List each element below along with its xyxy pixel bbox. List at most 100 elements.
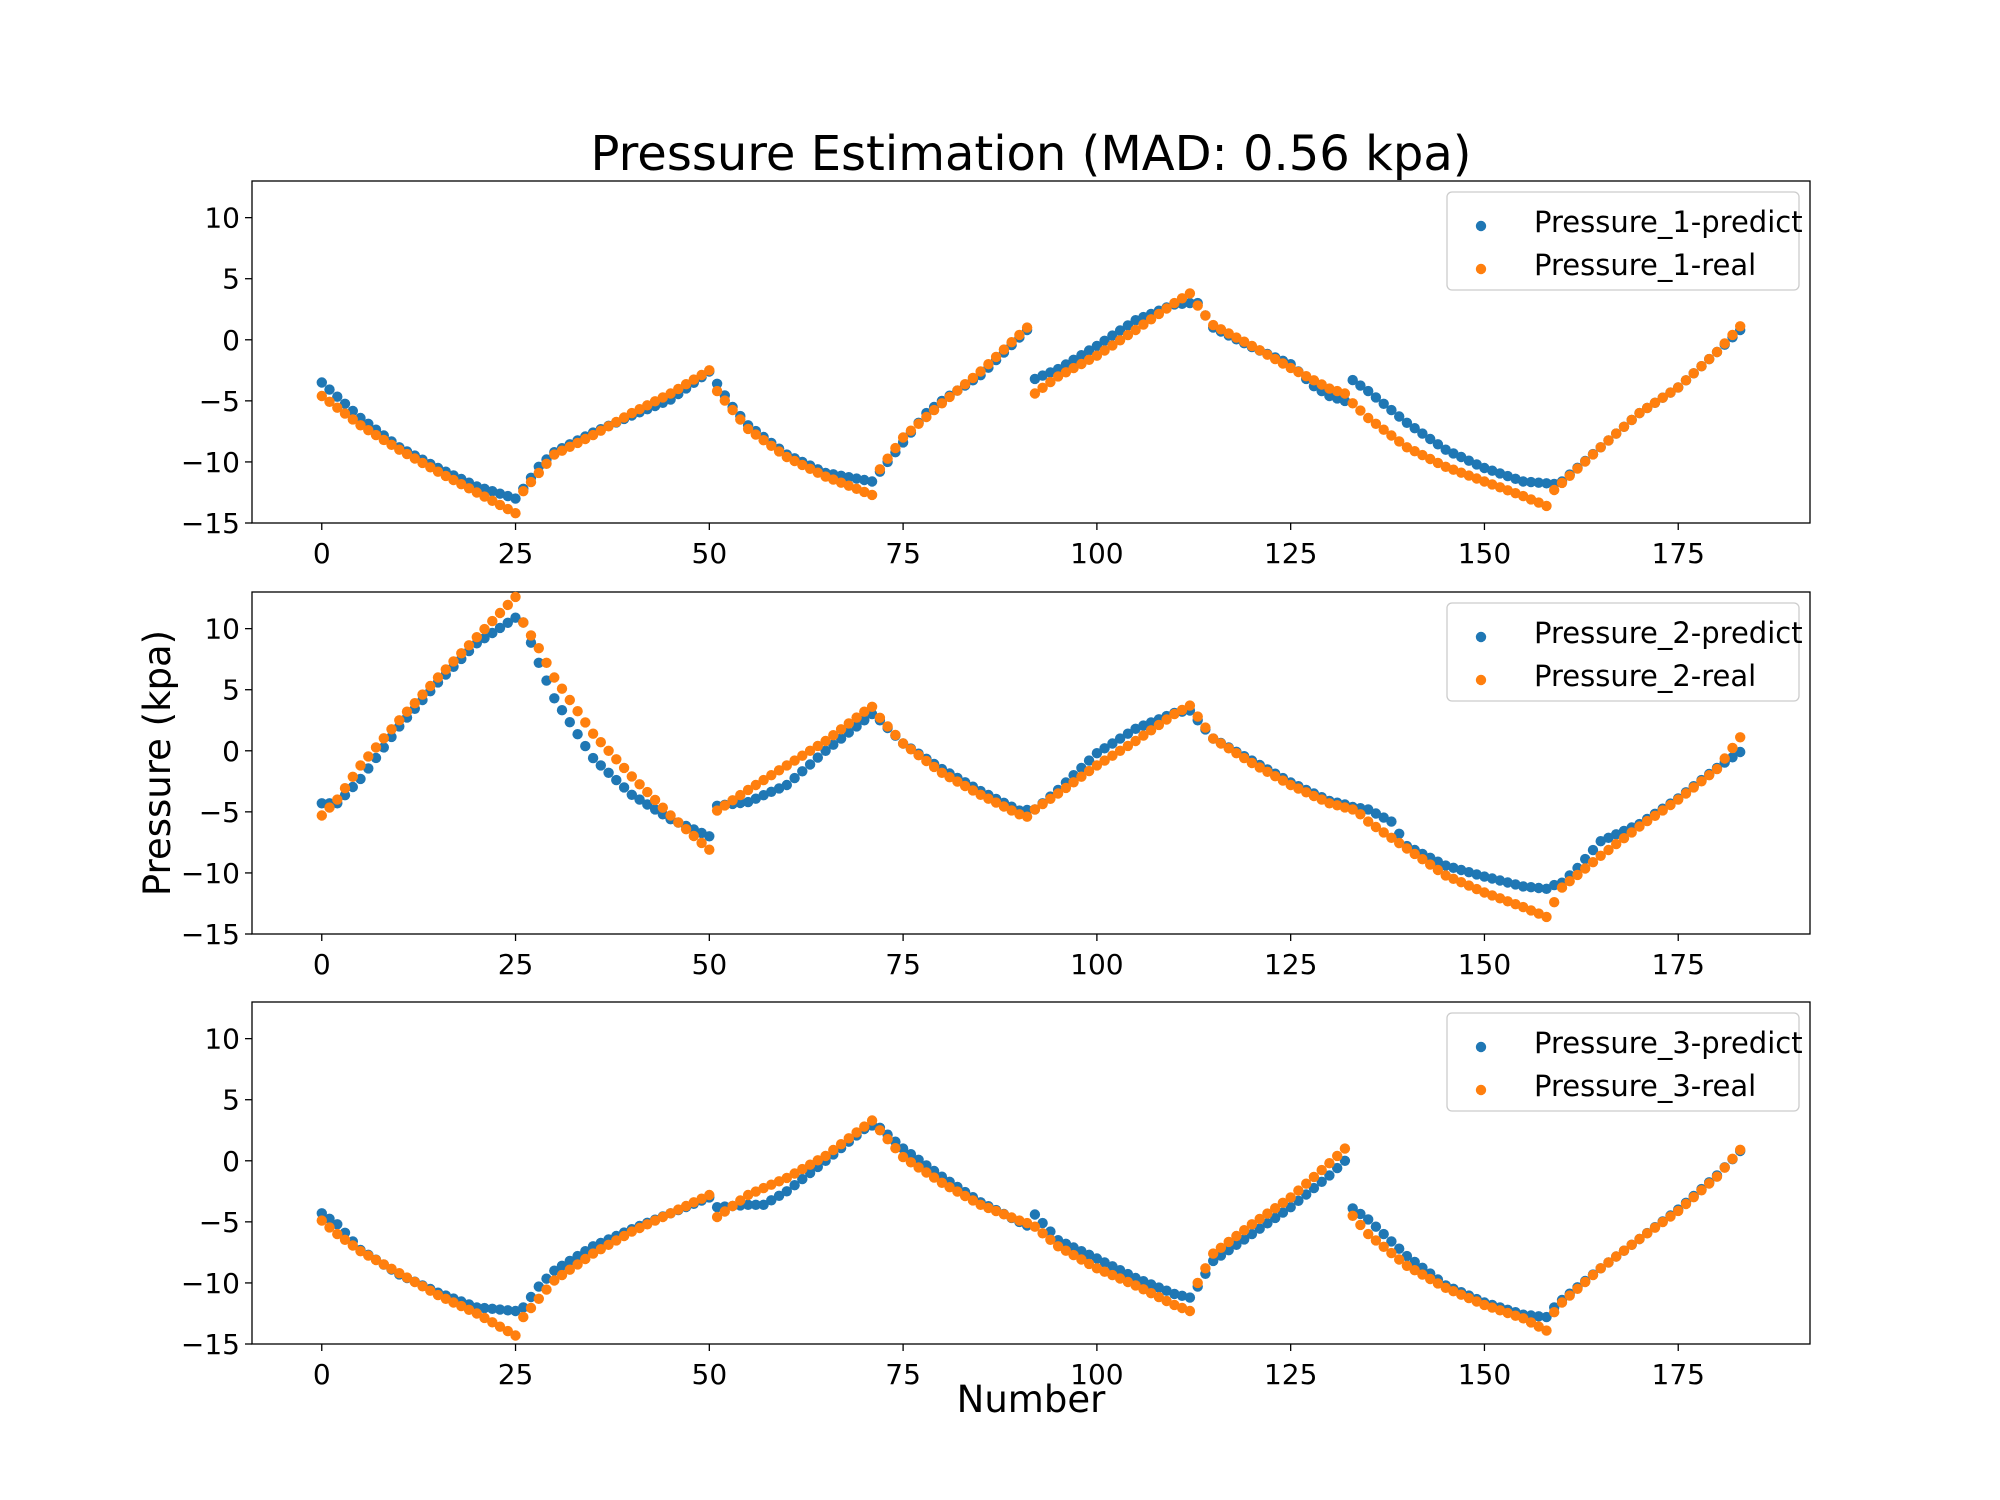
data-point bbox=[1432, 864, 1444, 876]
data-point bbox=[1487, 1302, 1498, 1313]
data-point bbox=[859, 706, 870, 717]
data-point bbox=[1580, 853, 1591, 865]
data-point bbox=[1502, 896, 1513, 907]
data-point bbox=[1719, 338, 1730, 349]
data-point bbox=[1339, 802, 1351, 813]
data-point bbox=[494, 1321, 506, 1332]
data-point bbox=[859, 474, 870, 486]
data-point bbox=[541, 458, 552, 469]
data-point bbox=[618, 762, 630, 774]
data-point bbox=[1184, 288, 1196, 299]
data-point bbox=[1192, 300, 1203, 311]
data-point bbox=[928, 1172, 940, 1183]
data-point bbox=[1184, 700, 1196, 711]
data-point bbox=[1580, 863, 1591, 874]
axes-frame bbox=[251, 591, 1811, 935]
data-point bbox=[1704, 1178, 1715, 1189]
data-point bbox=[649, 396, 661, 407]
data-point bbox=[1386, 1236, 1397, 1247]
data-point bbox=[1301, 1189, 1312, 1200]
data-point bbox=[471, 1308, 482, 1319]
data-point bbox=[866, 1115, 878, 1126]
data-point bbox=[1425, 433, 1436, 445]
data-point bbox=[1145, 1288, 1157, 1299]
data-point bbox=[587, 1248, 599, 1259]
y-tick-label: −10 bbox=[181, 1267, 240, 1300]
data-point bbox=[781, 760, 792, 771]
data-point bbox=[1394, 436, 1405, 447]
data-point bbox=[1037, 1228, 1048, 1239]
data-point bbox=[324, 396, 335, 407]
data-point bbox=[1045, 793, 1056, 804]
data-point bbox=[1549, 897, 1560, 908]
data-point bbox=[1541, 478, 1552, 489]
data-point bbox=[1122, 320, 1134, 331]
data-point bbox=[773, 765, 785, 776]
y-tick-label: −15 bbox=[181, 1328, 240, 1361]
legend-marker bbox=[1475, 674, 1487, 686]
data-point bbox=[843, 1133, 854, 1144]
data-point bbox=[479, 491, 490, 502]
data-point bbox=[804, 1159, 816, 1170]
data-point bbox=[440, 1293, 451, 1305]
data-point bbox=[1246, 757, 1258, 769]
data-point bbox=[510, 591, 521, 603]
data-point bbox=[1308, 1182, 1320, 1194]
data-point bbox=[812, 740, 823, 752]
data-point bbox=[1409, 1265, 1420, 1276]
data-point bbox=[874, 1125, 886, 1136]
data-point bbox=[1448, 862, 1459, 873]
data-point bbox=[587, 728, 599, 739]
x-tick-label: 100 bbox=[1070, 537, 1123, 570]
data-point bbox=[1270, 771, 1281, 782]
data-point bbox=[1293, 783, 1304, 794]
data-point bbox=[1122, 1268, 1134, 1280]
data-point bbox=[1068, 777, 1079, 788]
data-point bbox=[1587, 844, 1599, 856]
x-tick-label: 150 bbox=[1458, 537, 1511, 570]
data-point bbox=[549, 449, 560, 460]
data-point bbox=[1587, 449, 1599, 460]
data-point bbox=[1099, 743, 1110, 754]
data-point bbox=[905, 425, 917, 436]
data-point bbox=[1285, 1192, 1296, 1203]
data-point bbox=[1130, 315, 1141, 326]
data-point bbox=[541, 657, 552, 668]
legend-label: Pressure_3-real bbox=[1534, 1069, 1756, 1103]
data-point bbox=[1634, 821, 1645, 832]
data-point bbox=[1231, 1230, 1242, 1242]
data-point bbox=[425, 1285, 436, 1296]
data-point bbox=[1052, 788, 1064, 799]
legend-marker bbox=[1475, 631, 1487, 643]
data-point bbox=[502, 1305, 513, 1316]
legend-label: Pressure_2-real bbox=[1534, 659, 1756, 693]
data-point bbox=[1200, 310, 1211, 321]
data-point bbox=[1083, 755, 1095, 766]
data-point bbox=[463, 483, 475, 494]
data-point bbox=[1572, 869, 1583, 881]
data-point bbox=[580, 1246, 591, 1257]
data-point bbox=[1145, 1279, 1157, 1290]
data-point bbox=[355, 420, 366, 431]
data-point bbox=[510, 1330, 521, 1341]
data-point bbox=[812, 1155, 823, 1166]
data-point bbox=[1145, 725, 1157, 736]
data-point bbox=[1037, 798, 1048, 810]
axes-frame bbox=[251, 1001, 1811, 1345]
data-point bbox=[1719, 753, 1730, 764]
data-point bbox=[704, 844, 715, 855]
data-point bbox=[525, 476, 537, 488]
data-point bbox=[944, 391, 955, 403]
data-point bbox=[487, 627, 498, 639]
data-point bbox=[944, 772, 955, 783]
data-point bbox=[425, 680, 436, 692]
data-point bbox=[1688, 368, 1699, 379]
data-point bbox=[626, 771, 637, 782]
x-tick-label: 75 bbox=[885, 948, 921, 981]
data-point bbox=[1432, 439, 1444, 450]
data-point bbox=[1541, 911, 1552, 923]
data-point bbox=[1316, 794, 1327, 805]
data-point bbox=[1332, 1150, 1343, 1162]
data-point bbox=[649, 794, 661, 806]
data-point bbox=[386, 724, 397, 735]
